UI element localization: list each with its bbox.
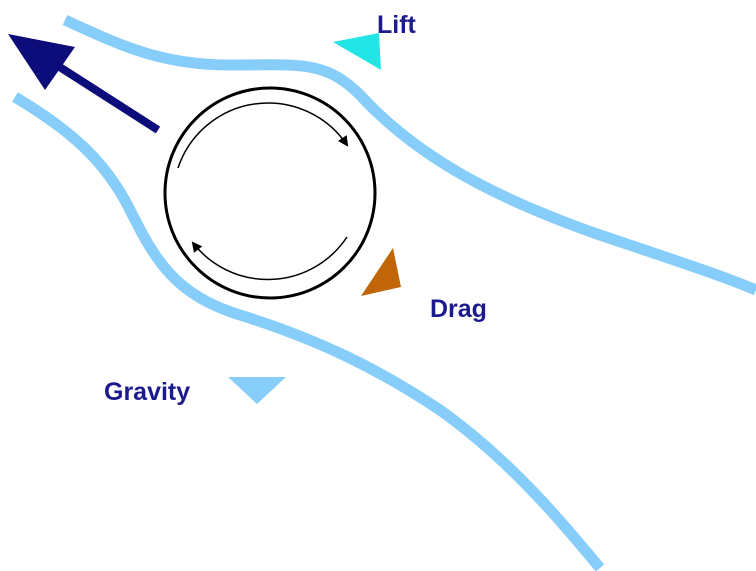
gravity-triangle bbox=[228, 377, 286, 404]
diagram: Lift Drag Gravity bbox=[0, 0, 756, 571]
velocity-arrow-shaft bbox=[55, 64, 158, 130]
drag-triangle bbox=[361, 248, 401, 296]
ball bbox=[165, 88, 375, 298]
lift-triangle bbox=[333, 33, 381, 70]
streamline-upper bbox=[65, 20, 756, 290]
lift-label: Lift bbox=[377, 11, 417, 39]
gravity-label: Gravity bbox=[104, 378, 190, 406]
drag-label: Drag bbox=[430, 295, 487, 323]
velocity-arrow-head bbox=[8, 34, 75, 90]
